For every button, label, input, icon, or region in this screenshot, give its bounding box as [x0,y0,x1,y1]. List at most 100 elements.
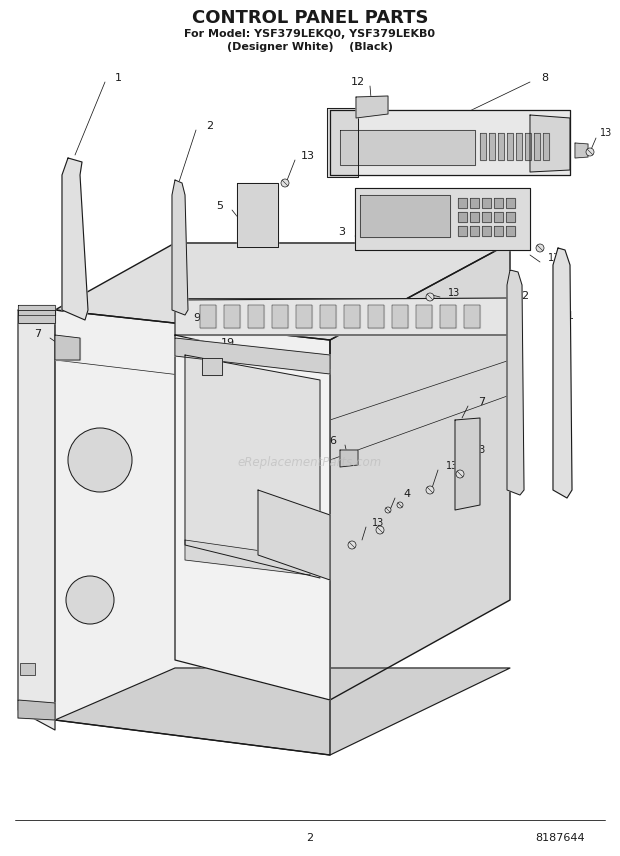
Bar [20,663,35,675]
Polygon shape [175,298,508,335]
Polygon shape [360,195,450,237]
Ellipse shape [281,179,289,187]
Polygon shape [506,226,515,236]
Polygon shape [470,212,479,222]
Text: 7: 7 [479,397,485,407]
Text: 13: 13 [372,518,384,528]
Polygon shape [506,198,515,208]
Polygon shape [185,540,310,575]
Ellipse shape [348,541,356,549]
Polygon shape [553,248,572,498]
Polygon shape [258,490,330,580]
Text: 13: 13 [448,288,460,298]
Polygon shape [356,96,388,118]
Text: 2: 2 [306,833,314,843]
Text: 8: 8 [541,73,549,83]
Text: For Model: YSF379LEKQ0, YSF379LEKB0: For Model: YSF379LEKQ0, YSF379LEKB0 [185,29,435,39]
Text: 13: 13 [474,445,486,455]
Text: CONTROL PANEL PARTS: CONTROL PANEL PARTS [192,9,428,27]
Ellipse shape [397,502,403,508]
Polygon shape [494,198,503,208]
Polygon shape [55,310,330,755]
Polygon shape [55,335,80,360]
Polygon shape [18,700,55,720]
Polygon shape [507,270,524,495]
Polygon shape [355,188,530,250]
Polygon shape [482,226,491,236]
Text: 5: 5 [216,201,223,211]
Text: 6: 6 [329,436,337,446]
Text: (Designer White)    (Black): (Designer White) (Black) [227,42,393,52]
Polygon shape [458,212,467,222]
Polygon shape [530,115,570,172]
Ellipse shape [426,486,434,494]
Polygon shape [525,133,531,160]
Text: 2: 2 [521,291,529,301]
Polygon shape [18,310,55,730]
Text: 8187644: 8187644 [535,833,585,843]
Polygon shape [480,133,486,160]
Circle shape [66,576,114,624]
Polygon shape [440,305,456,328]
Polygon shape [224,305,240,328]
Polygon shape [575,143,588,158]
Polygon shape [455,418,480,510]
Polygon shape [55,668,510,755]
Text: 1: 1 [115,73,122,83]
Polygon shape [200,305,216,328]
Text: eReplacementParts.com: eReplacementParts.com [238,455,382,468]
Polygon shape [368,305,384,328]
Ellipse shape [426,293,434,301]
Polygon shape [55,243,510,340]
Text: 10: 10 [241,491,255,501]
Ellipse shape [385,507,391,513]
Text: 4: 4 [404,489,410,499]
Polygon shape [516,133,522,160]
Polygon shape [482,198,491,208]
Polygon shape [534,133,540,160]
Polygon shape [458,226,467,236]
Circle shape [68,428,132,492]
Polygon shape [340,450,358,467]
Polygon shape [185,355,320,578]
Polygon shape [248,305,264,328]
Polygon shape [320,305,336,328]
Polygon shape [272,305,288,328]
Polygon shape [506,212,515,222]
Polygon shape [470,226,479,236]
Ellipse shape [376,526,384,534]
Polygon shape [18,305,55,315]
Polygon shape [470,198,479,208]
Text: 13: 13 [301,151,315,161]
Polygon shape [18,310,55,323]
Polygon shape [330,243,510,700]
Text: 13: 13 [446,461,458,471]
Text: 2: 2 [206,121,213,131]
Text: 19: 19 [221,338,235,348]
Polygon shape [494,212,503,222]
Polygon shape [482,212,491,222]
Text: 12: 12 [351,77,365,87]
Polygon shape [458,198,467,208]
Polygon shape [543,133,549,160]
Text: 3: 3 [339,227,345,237]
Polygon shape [175,338,330,374]
Polygon shape [340,130,475,165]
Polygon shape [392,305,408,328]
Text: 13: 13 [548,253,560,263]
Ellipse shape [536,244,544,252]
Polygon shape [416,305,432,328]
Text: 1: 1 [567,311,574,321]
Ellipse shape [586,148,594,156]
Polygon shape [202,358,222,375]
Polygon shape [507,133,513,160]
Polygon shape [344,305,360,328]
Polygon shape [494,226,503,236]
Ellipse shape [456,470,464,478]
Polygon shape [172,180,188,315]
Polygon shape [62,158,88,320]
Polygon shape [489,133,495,160]
Polygon shape [237,183,278,247]
Polygon shape [327,108,358,177]
Polygon shape [296,305,312,328]
